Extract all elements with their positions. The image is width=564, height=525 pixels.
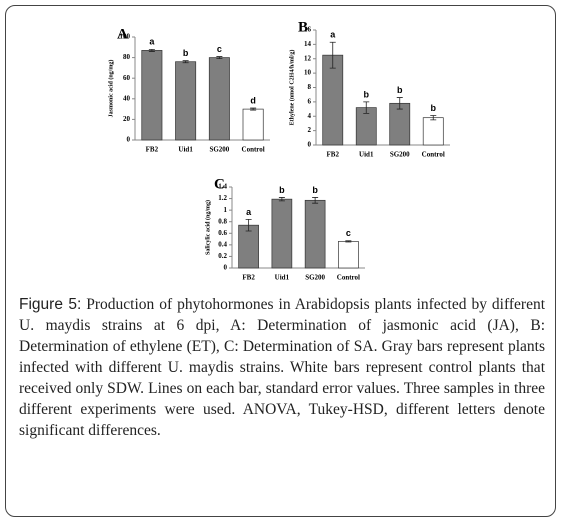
y-tick-label: 0 bbox=[224, 264, 228, 272]
y-tick-label: 14 bbox=[304, 40, 312, 48]
x-tick-label: SG200 bbox=[209, 146, 229, 154]
significance-letter: b bbox=[312, 185, 318, 195]
significance-letter: b bbox=[279, 185, 285, 195]
y-tick-label: 12 bbox=[304, 54, 312, 62]
y-tick-label: 0 bbox=[308, 141, 312, 149]
error-bar bbox=[245, 219, 252, 232]
significance-letter: b bbox=[397, 85, 403, 95]
y-tick-label: 100 bbox=[120, 33, 131, 41]
y-tick-label: 60 bbox=[123, 74, 131, 82]
y-tick-label: 80 bbox=[123, 53, 131, 61]
y-tick-label: 1 bbox=[224, 206, 228, 214]
y-tick-label: 40 bbox=[123, 94, 131, 102]
caption: Figure 5: Production of phytohormones in… bbox=[19, 294, 545, 441]
significance-letter: d bbox=[250, 95, 256, 105]
y-axis-label: Ethylene (nmol C2H4/h/ml/g) bbox=[288, 50, 295, 126]
bar bbox=[208, 57, 230, 141]
significance-letter: a bbox=[330, 30, 336, 40]
error-bar bbox=[182, 60, 189, 64]
y-tick-label: 1.2 bbox=[218, 194, 227, 202]
y-tick-label: 1.4 bbox=[218, 183, 227, 191]
y-tick-label: 0 bbox=[127, 136, 131, 144]
significance-letter: b bbox=[431, 103, 437, 113]
error-bar bbox=[396, 97, 403, 110]
x-tick-label: SG200 bbox=[390, 151, 410, 159]
x-tick-label: Uid1 bbox=[178, 146, 193, 154]
x-tick-label: SG200 bbox=[305, 274, 325, 282]
panel-label: C bbox=[214, 176, 225, 192]
error-bar bbox=[329, 41, 336, 69]
x-tick-label: Control bbox=[242, 146, 265, 154]
significance-letter: b bbox=[183, 48, 189, 58]
panel-label: B bbox=[298, 19, 308, 35]
y-tick-label: 6 bbox=[308, 97, 312, 105]
error-bar bbox=[148, 48, 155, 52]
caption-text: Production of phytohormones in Arabidops… bbox=[19, 296, 546, 439]
error-bar bbox=[216, 56, 223, 60]
y-tick-label: 0.2 bbox=[218, 252, 227, 260]
y-tick-label: 0.8 bbox=[218, 217, 227, 225]
x-tick-label: Uid1 bbox=[359, 151, 374, 159]
bar bbox=[389, 102, 411, 146]
significance-letter: c bbox=[217, 44, 222, 54]
error-bar bbox=[250, 107, 257, 111]
frame bbox=[5, 5, 556, 517]
significance-letter: c bbox=[346, 228, 351, 238]
panel-label: A bbox=[117, 26, 128, 42]
bar bbox=[238, 224, 259, 269]
y-tick-label: 0.4 bbox=[218, 240, 227, 248]
bar bbox=[322, 54, 344, 146]
error-bar bbox=[312, 197, 319, 204]
error-bar bbox=[430, 115, 437, 121]
x-tick-label: FB2 bbox=[327, 151, 340, 159]
error-bar bbox=[363, 101, 370, 114]
bar bbox=[271, 198, 293, 269]
y-tick-label: 2 bbox=[308, 126, 312, 134]
x-tick-label: Uid1 bbox=[275, 274, 290, 282]
y-tick-label: 20 bbox=[123, 115, 131, 123]
bar bbox=[304, 199, 326, 269]
y-tick-label: 8 bbox=[308, 83, 312, 91]
x-tick-label: FB2 bbox=[242, 274, 255, 282]
bar bbox=[175, 61, 197, 141]
significance-letter: b bbox=[364, 89, 370, 99]
x-tick-label: Control bbox=[422, 151, 445, 159]
y-tick-label: 16 bbox=[304, 26, 312, 34]
x-tick-label: FB2 bbox=[146, 146, 159, 154]
x-tick-label: Control bbox=[337, 274, 360, 282]
caption-label: Figure 5: bbox=[19, 296, 82, 313]
bar bbox=[242, 108, 264, 141]
significance-letter: a bbox=[149, 37, 155, 47]
y-axis-label: Jasmonic acid (ng/mg) bbox=[107, 60, 114, 118]
significance-letter: a bbox=[246, 207, 252, 217]
y-tick-label: 10 bbox=[304, 69, 312, 77]
y-axis-label: Salicylic acid (ng/mg) bbox=[204, 200, 211, 255]
bar bbox=[338, 241, 359, 269]
bar bbox=[422, 117, 444, 146]
y-tick-label: 4 bbox=[308, 112, 312, 120]
error-bar bbox=[345, 240, 352, 243]
error-bar bbox=[278, 197, 285, 202]
y-tick-label: 0.6 bbox=[218, 229, 227, 237]
bar bbox=[141, 50, 163, 141]
